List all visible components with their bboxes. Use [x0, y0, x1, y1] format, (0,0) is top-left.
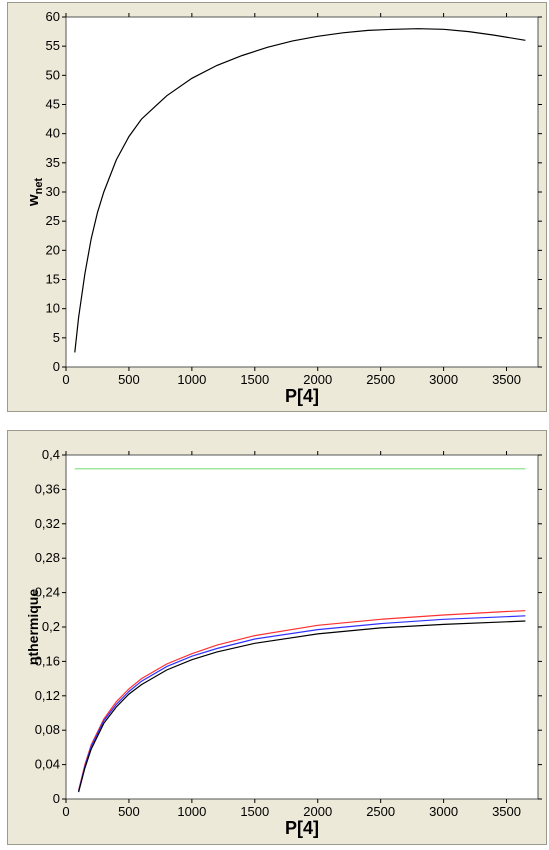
y-tick-label: 15 — [46, 272, 60, 287]
x-tick-label: 3000 — [429, 372, 458, 387]
x-tick-label: 3500 — [492, 372, 521, 387]
x-tick-label: 1000 — [177, 804, 206, 819]
y-tick-label: 0 — [53, 359, 60, 374]
series-line-2 — [78, 615, 526, 792]
y-tick-label: 35 — [46, 155, 60, 170]
x-axis-label: P[4] — [285, 386, 319, 406]
y-tick-label: 45 — [46, 97, 60, 112]
y-tick-label: 0,16 — [35, 653, 60, 668]
y-axis-label: wnet — [25, 178, 45, 208]
y-tick-label: 0,24 — [35, 585, 60, 600]
y-tick-label: 50 — [46, 67, 60, 82]
plot-area — [65, 454, 539, 800]
x-tick-label: 0 — [62, 804, 69, 819]
chart-panel-wnet: 0 5 10 15 20 25 30 35 40 45 50 55 60 0 500 1000 1500 2000… — [7, 2, 547, 412]
x-tick-label: 2500 — [366, 804, 395, 819]
y-tick-label: 10 — [46, 301, 60, 316]
y-tick-label: 0,2 — [42, 619, 60, 634]
x-tick-label: 500 — [118, 804, 140, 819]
chart-panel-efficiency: 0 0,04 0,08 0,12 0,16 0,2 0,24 0,28 0,32 0,36 0,4 0… — [7, 430, 547, 845]
y-tick-label: 0 — [53, 791, 60, 806]
series-line-1 — [78, 610, 526, 791]
y-tick-label: 0,12 — [35, 688, 60, 703]
series-line-0 — [74, 28, 526, 353]
x-tick-label: 3500 — [492, 804, 521, 819]
series-line-3 — [78, 620, 526, 793]
y-tick-label: 60 — [46, 9, 60, 24]
x-tick-label: 2500 — [366, 372, 395, 387]
y-tick-label: 0,36 — [35, 481, 60, 496]
x-tick-label: 1500 — [240, 804, 269, 819]
y-axis-label-subscript: net — [33, 178, 45, 195]
x-tick-label: 1500 — [240, 372, 269, 387]
y-tick-label: 0,4 — [42, 447, 60, 462]
x-tick-label: 1000 — [177, 372, 206, 387]
y-tick-label: 0,32 — [35, 516, 60, 531]
x-axis-label: P[4] — [285, 818, 319, 838]
y-tick-label: 20 — [46, 242, 60, 257]
y-tick-label: 5 — [53, 330, 60, 345]
y-axis-label-main: w — [25, 194, 42, 207]
x-tick-label: 0 — [62, 372, 69, 387]
y-tick-label: 0,08 — [35, 722, 60, 737]
y-axis-label: ηthermique — [25, 589, 41, 665]
x-tick-label: 500 — [118, 372, 140, 387]
x-tick-label: 2000 — [303, 372, 332, 387]
y-tick-label: 25 — [46, 213, 60, 228]
y-tick-label: 0,04 — [35, 757, 60, 772]
chart-wnet: 0 5 10 15 20 25 30 35 40 45 50 55 60 0 500 1000 1500 2000… — [25, 9, 542, 406]
plot-area — [65, 16, 539, 368]
y-tick-label: 30 — [46, 184, 60, 199]
y-tick-label: 40 — [46, 126, 60, 141]
y-tick-label: 0,28 — [35, 550, 60, 565]
chart-efficiency: 0 0,04 0,08 0,12 0,16 0,2 0,24 0,28 0,32 0,36 0,4 0… — [25, 447, 542, 838]
x-tick-label: 3000 — [429, 804, 458, 819]
x-tick-label: 2000 — [303, 804, 332, 819]
y-tick-label: 55 — [46, 38, 60, 53]
